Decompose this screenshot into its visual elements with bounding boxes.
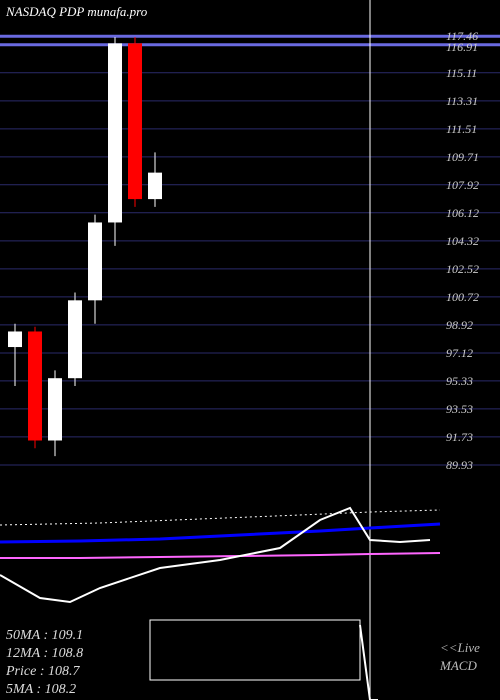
info-50ma: 50MA : 109.1 bbox=[6, 628, 83, 644]
live-label: <<Live bbox=[440, 640, 480, 656]
svg-text:109.71: 109.71 bbox=[446, 150, 479, 164]
svg-text:113.31: 113.31 bbox=[446, 94, 478, 108]
svg-text:107.92: 107.92 bbox=[446, 178, 479, 192]
svg-text:100.72: 100.72 bbox=[446, 290, 479, 304]
svg-text:95.33: 95.33 bbox=[446, 374, 473, 388]
svg-text:116.91: 116.91 bbox=[446, 40, 478, 54]
svg-text:89.93: 89.93 bbox=[446, 458, 473, 472]
info-5ma: 5MA : 108.2 bbox=[6, 682, 76, 698]
svg-text:115.11: 115.11 bbox=[446, 66, 477, 80]
macd-label: MACD bbox=[440, 658, 477, 674]
svg-text:93.53: 93.53 bbox=[446, 402, 473, 416]
chart-title: NASDAQ PDP munafa.pro bbox=[6, 4, 147, 20]
svg-text:97.12: 97.12 bbox=[446, 346, 473, 360]
svg-text:104.32: 104.32 bbox=[446, 234, 479, 248]
chart-svg: 89.93 91.73 93.53 95.33 97.12 98.92 100.72 102.… bbox=[0, 0, 500, 700]
stock-chart: 89.93 91.73 93.53 95.33 97.12 98.92 100.72 102.… bbox=[0, 0, 500, 700]
svg-text:102.52: 102.52 bbox=[446, 262, 479, 276]
info-12ma: 12MA : 108.8 bbox=[6, 646, 83, 662]
svg-text:98.92: 98.92 bbox=[446, 318, 473, 332]
info-price: Price : 108.7 bbox=[6, 664, 79, 680]
svg-text:91.73: 91.73 bbox=[446, 430, 473, 444]
svg-text:106.12: 106.12 bbox=[446, 206, 479, 220]
svg-text:111.51: 111.51 bbox=[446, 122, 477, 136]
